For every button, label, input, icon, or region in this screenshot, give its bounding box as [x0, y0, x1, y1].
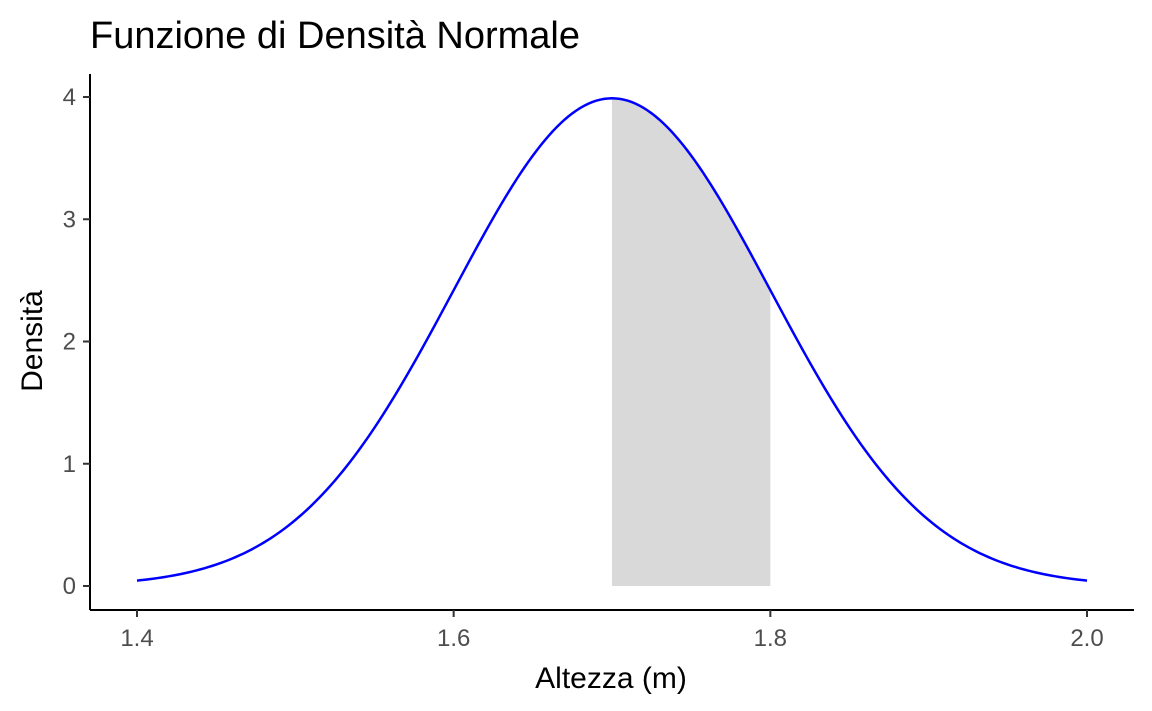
- x-tick-label: 2.0: [1070, 625, 1103, 652]
- plot-area: [136, 97, 1088, 586]
- y-tick-label: 3: [63, 206, 76, 233]
- chart-title: Funzione di Densità Normale: [90, 15, 580, 57]
- y-axis-ticks: 0 1 2 3 4: [63, 84, 90, 600]
- x-tick-label: 1.4: [120, 625, 153, 652]
- y-tick-label: 2: [63, 329, 76, 356]
- x-axis-ticks: 1.4 1.6 1.8 2.0: [120, 610, 1104, 652]
- y-tick-label: 1: [63, 451, 76, 478]
- y-axis-title: Densità: [16, 290, 49, 392]
- x-axis-title: Altezza (m): [535, 662, 687, 695]
- x-tick-label: 1.6: [437, 625, 470, 652]
- density-curve: [136, 97, 1088, 582]
- y-tick-label: 4: [63, 84, 76, 111]
- x-tick-label: 1.8: [754, 625, 787, 652]
- shaded-area-1-7-to-1-8: [612, 98, 771, 586]
- y-tick-label: 0: [63, 573, 76, 600]
